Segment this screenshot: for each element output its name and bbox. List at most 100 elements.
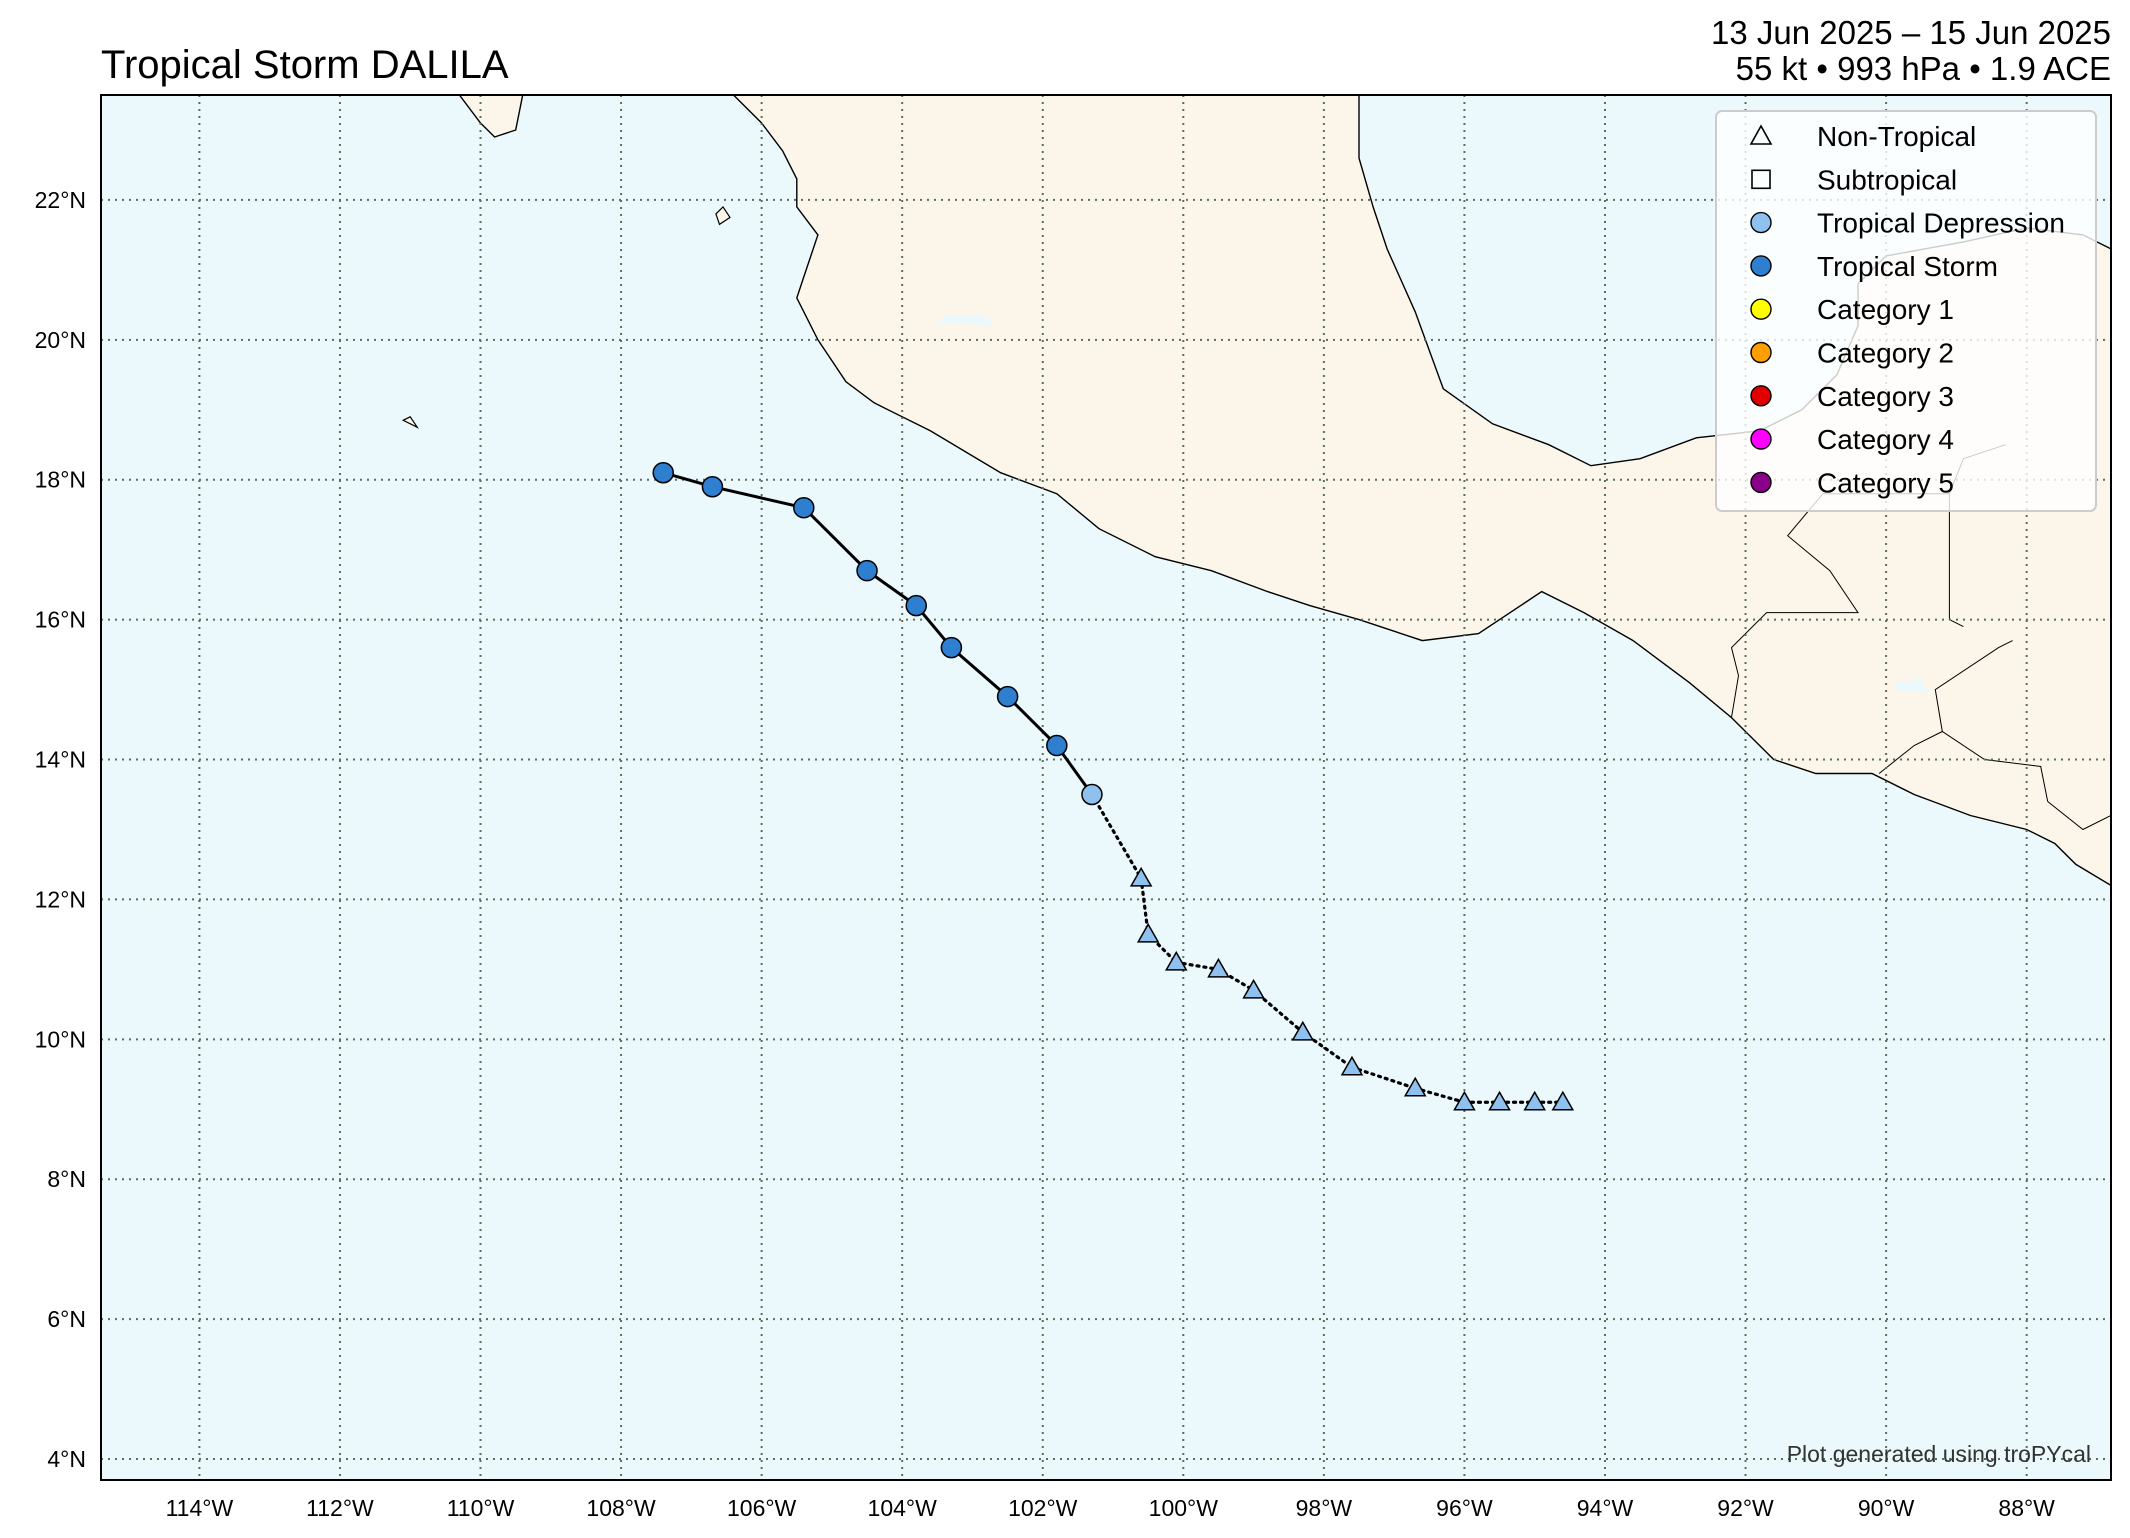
country-border xyxy=(1730,493,1964,718)
lon-tick-label: 98°W xyxy=(1296,1495,1353,1521)
lon-tick-label: 96°W xyxy=(1436,1495,1493,1521)
credit-text: Plot generated using troPYcal xyxy=(1787,1441,2091,1467)
lat-tick-label: 16°N xyxy=(35,607,86,633)
lon-tick-label: 102°W xyxy=(1008,1495,1078,1521)
track-point-non-tropical xyxy=(1403,1076,1427,1097)
lat-tick-label: 12°N xyxy=(35,886,86,912)
legend-circle-icon xyxy=(1750,211,1772,234)
legend-label: Category 3 xyxy=(1817,381,1954,412)
track-point-non-tropical xyxy=(1136,922,1160,943)
lon-tick-label: 106°W xyxy=(727,1495,797,1521)
track-segment-nontropical xyxy=(1139,876,1150,936)
legend-item: Category 2 xyxy=(1750,338,1954,369)
lon-tick-label: 88°W xyxy=(1998,1495,2055,1521)
track-segment-nontropical xyxy=(1413,1086,1467,1104)
track-segment-tropical xyxy=(802,506,869,572)
legend-item: Category 1 xyxy=(1750,294,1954,325)
track-point-tropical-storm xyxy=(701,475,724,498)
track-point-non-tropical xyxy=(1488,1090,1511,1111)
land-mexico-central-america xyxy=(733,95,2111,886)
storm-stats: 55 kt • 993 hPa • 1.9 ACE xyxy=(1736,50,2111,87)
country-border xyxy=(2047,801,2111,831)
track-segment-nontropical xyxy=(1090,792,1143,881)
legend-triangle-icon xyxy=(1749,124,1773,145)
legend-circle-icon xyxy=(1750,298,1772,320)
lake xyxy=(937,315,994,326)
track-point-tropical-depression xyxy=(1081,783,1103,806)
track-segment-nontropical xyxy=(1350,1065,1417,1090)
track-segment-tropical xyxy=(712,485,805,510)
track-point-tropical-storm xyxy=(856,559,878,582)
lat-tick-label: 6°N xyxy=(47,1306,86,1332)
legend-item: Category 3 xyxy=(1750,381,1954,412)
lon-tick-label: 100°W xyxy=(1149,1495,1219,1521)
legend-circle-icon xyxy=(1750,255,1772,277)
legend-label: Non-Tropical xyxy=(1817,121,1976,152)
track-point-tropical-storm xyxy=(652,461,674,484)
track-point-tropical-storm xyxy=(1046,734,1068,757)
legend-label: Category 5 xyxy=(1817,467,1954,498)
country-border xyxy=(1934,640,2013,732)
lon-tick-label: 94°W xyxy=(1577,1495,1634,1521)
legend-label: Tropical Depression xyxy=(1817,208,2065,239)
track-point-non-tropical xyxy=(1129,866,1153,887)
legend-label: Subtropical xyxy=(1817,164,1957,195)
track-point-non-tropical xyxy=(1242,978,1265,999)
lon-tick-label: 90°W xyxy=(1858,1495,1915,1521)
legend-item: Subtropical xyxy=(1751,164,1957,195)
track-point-tropical-storm xyxy=(793,496,815,519)
track-point-non-tropical xyxy=(1551,1090,1575,1111)
lon-tick-label: 114°W xyxy=(166,1495,234,1521)
track-point-tropical-storm xyxy=(905,594,927,617)
storm-track xyxy=(652,461,1575,1111)
legend-circle-icon xyxy=(1750,471,1772,494)
lon-tick-label: 104°W xyxy=(868,1495,938,1521)
track-point-non-tropical xyxy=(1523,1090,1546,1111)
legend-item: Tropical Storm xyxy=(1750,251,1998,282)
lon-tick-label: 92°W xyxy=(1717,1495,1774,1521)
island xyxy=(401,416,420,429)
track-point-non-tropical xyxy=(1340,1055,1364,1076)
lat-tick-label: 22°N xyxy=(35,187,86,213)
track-segment-tropical xyxy=(950,646,1009,698)
legend-label: Category 4 xyxy=(1817,424,1954,455)
lat-tick-label: 8°N xyxy=(47,1166,86,1192)
legend-circle-icon xyxy=(1750,341,1772,364)
track-segment-tropical xyxy=(1006,695,1058,747)
land-layer xyxy=(401,95,2111,887)
baja-peninsula-tip xyxy=(458,95,524,138)
legend-label: Category 1 xyxy=(1817,294,1954,325)
track-point-non-tropical xyxy=(1207,957,1230,978)
legend-circle-icon xyxy=(1750,428,1772,450)
lon-tick-label: 112°W xyxy=(306,1495,374,1521)
legend-item: Non-Tropical xyxy=(1749,121,1976,152)
lat-tick-label: 4°N xyxy=(47,1446,86,1472)
lat-tick-label: 14°N xyxy=(35,747,86,773)
track-point-non-tropical xyxy=(1291,1020,1315,1041)
lat-tick-label: 10°N xyxy=(35,1026,86,1052)
legend-circle-icon xyxy=(1750,385,1772,407)
legend-label: Tropical Storm xyxy=(1817,251,1998,282)
legend-item: Category 5 xyxy=(1750,467,1954,498)
legend: Non-Tropical Subtropical Tropical Depressi… xyxy=(1715,110,2097,512)
legend-square-icon xyxy=(1751,169,1771,190)
lat-tick-label: 18°N xyxy=(35,467,86,493)
lake xyxy=(1893,679,1929,694)
pacific-coastline xyxy=(733,95,2111,887)
track-point-non-tropical xyxy=(1453,1090,1476,1111)
country-border xyxy=(1878,730,2049,802)
storm-title: Tropical Storm DALILA xyxy=(101,43,509,87)
date-range: 13 Jun 2025 – 15 Jun 2025 xyxy=(1711,14,2111,51)
lon-tick-label: 110°W xyxy=(447,1495,515,1521)
track-point-non-tropical xyxy=(1164,950,1188,971)
track-point-tropical-storm xyxy=(996,685,1019,708)
legend-item: Category 4 xyxy=(1750,424,1954,455)
lat-tick-label: 20°N xyxy=(35,327,86,353)
island xyxy=(715,205,731,226)
legend-label: Category 2 xyxy=(1817,338,1954,369)
plot-frame xyxy=(100,94,2112,1481)
track-point-tropical-storm xyxy=(940,636,963,659)
axis-tick-labels: 114°W 112°W 110°W 108°W 106°W 104°W 102°W 100°W… xyxy=(35,187,2056,1521)
legend-box xyxy=(1715,110,2097,512)
